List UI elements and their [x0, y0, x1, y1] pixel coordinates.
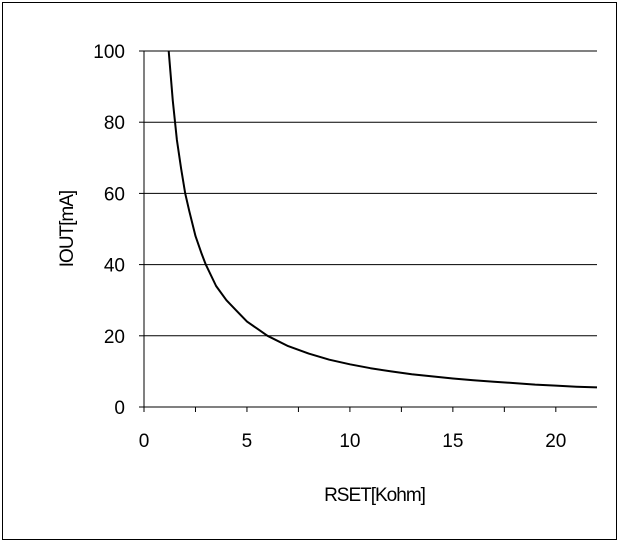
line-chart: 0 20 40 60 80 100 0 5 10 15 20 RSET[Kohm] IOUT[mA] — [57, 42, 598, 506]
x-tick-label: 20 — [545, 431, 566, 452]
series-line — [167, 50, 598, 389]
y-tick-label: 80 — [104, 113, 125, 134]
y-tick-label: 40 — [104, 256, 125, 277]
y-tick-label: 100 — [93, 42, 125, 63]
y-tick-label: 20 — [104, 327, 125, 348]
x-tick-label: 10 — [339, 431, 360, 452]
y-axis-title: IOUT[mA] — [57, 191, 78, 267]
y-tick-label: 0 — [114, 398, 125, 419]
x-tick-label: 0 — [139, 431, 150, 452]
tick-marks — [139, 50, 557, 412]
series-layer — [167, 50, 598, 389]
tick-labels: 0 20 40 60 80 100 0 5 10 15 20 — [93, 42, 566, 452]
x-tick-label: 5 — [242, 431, 253, 452]
gridlines — [144, 50, 597, 337]
y-tick-label: 60 — [104, 184, 125, 205]
x-axis-title: RSET[Kohm] — [324, 485, 425, 506]
x-tick-label: 15 — [442, 431, 463, 452]
axes — [143, 51, 597, 408]
